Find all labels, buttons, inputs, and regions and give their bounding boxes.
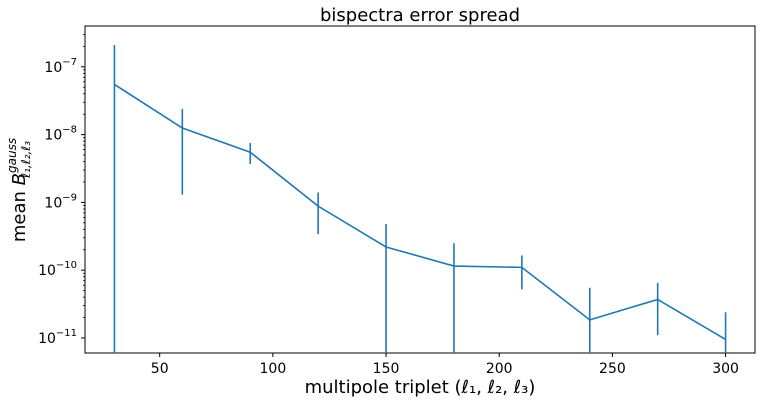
x-axis-ticks: 50 100 150 200 250 300 bbox=[151, 353, 739, 377]
y-tick-label: 10−7 bbox=[44, 57, 77, 76]
chart-title: bispectra error spread bbox=[320, 5, 520, 26]
y-axis-title-superscript: gauss bbox=[5, 138, 19, 173]
y-axis-title-prefix: mean bbox=[9, 185, 30, 242]
y-axis-title-subscript: ℓ₁,ℓ₂,ℓ₃ bbox=[19, 141, 33, 179]
y-axis-title-base: B bbox=[9, 173, 30, 185]
x-tick-label: 200 bbox=[486, 361, 513, 377]
x-tick-label: 50 bbox=[151, 361, 169, 377]
series-line-path bbox=[113, 83, 726, 341]
y-axis-title: mean Bgaussℓ₁,ℓ₂,ℓ₃ bbox=[5, 138, 33, 242]
y-tick-label: 10−9 bbox=[44, 192, 77, 211]
x-tick-label: 100 bbox=[260, 361, 287, 377]
plot-area bbox=[84, 25, 756, 354]
x-tick-label: 250 bbox=[599, 361, 626, 377]
x-tick-label: 150 bbox=[373, 361, 400, 377]
error-bars bbox=[113, 44, 727, 353]
x-axis-title: multipole triplet (ℓ₁, ℓ₂, ℓ₃) bbox=[305, 377, 536, 398]
y-tick-label: 10−11 bbox=[38, 328, 77, 347]
y-tick-label: 10−8 bbox=[44, 125, 77, 144]
y-axis-ticks: 10−11 10−10 10−9 10−8 10−7 bbox=[38, 34, 85, 347]
y-tick-label: 10−10 bbox=[38, 260, 77, 279]
x-tick-label: 300 bbox=[712, 361, 739, 377]
series-line bbox=[113, 83, 726, 341]
